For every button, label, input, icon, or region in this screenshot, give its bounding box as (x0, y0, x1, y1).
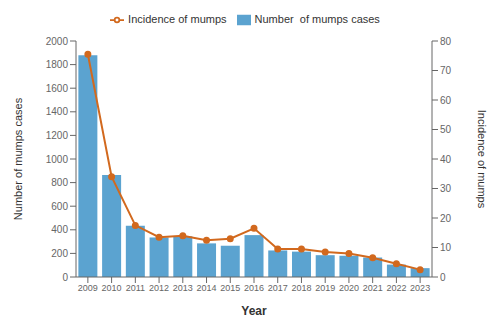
svg-text:2016: 2016 (244, 283, 264, 293)
svg-text:2018: 2018 (291, 283, 311, 293)
svg-text:20: 20 (440, 213, 452, 224)
svg-text:2013: 2013 (173, 283, 193, 293)
html-text:Number of mumps cases: Number of mumps cases (254, 13, 380, 25)
svg-text:70: 70 (440, 65, 452, 76)
svg-text:Year: Year (241, 304, 267, 318)
svg-text:600: 600 (51, 201, 68, 212)
svg-text:2011: 2011 (126, 283, 145, 293)
svg-text:2022: 2022 (386, 283, 406, 293)
svg-text:10: 10 (440, 242, 452, 253)
svg-text:0: 0 (62, 272, 68, 283)
svg-text:2012: 2012 (149, 283, 169, 293)
svg-text:1800: 1800 (46, 59, 69, 70)
html-text:Incidence of mumps: Incidence of mumps (128, 13, 227, 25)
svg-text:80: 80 (440, 36, 452, 47)
svg-text:400: 400 (51, 224, 68, 235)
svg-text:60: 60 (440, 95, 452, 106)
svg-text:30: 30 (440, 183, 452, 194)
svg-text:200: 200 (51, 248, 68, 259)
svg-text:Number of mumps cases: Number of mumps cases (12, 97, 24, 220)
svg-text:50: 50 (440, 124, 452, 135)
svg-text:2009: 2009 (78, 283, 98, 293)
svg-text:0: 0 (440, 272, 446, 283)
svg-text:2015: 2015 (220, 283, 240, 293)
svg-text:2021: 2021 (363, 283, 383, 293)
svg-text:2014: 2014 (197, 283, 217, 293)
svg-text:1200: 1200 (46, 130, 69, 141)
svg-text:2020: 2020 (339, 283, 359, 293)
svg-text:2000: 2000 (46, 36, 69, 47)
svg-text:1000: 1000 (46, 154, 69, 165)
svg-text:40: 40 (440, 154, 452, 165)
svg-text:2010: 2010 (102, 283, 122, 293)
svg-text:2023: 2023 (410, 283, 430, 293)
svg-text:Incidence of mumps: Incidence of mumps (476, 110, 488, 209)
svg-text:1600: 1600 (46, 83, 69, 94)
svg-text:800: 800 (51, 177, 68, 188)
svg-text:2017: 2017 (268, 283, 288, 293)
svg-text:1400: 1400 (46, 106, 69, 117)
svg-text:2019: 2019 (315, 283, 335, 293)
